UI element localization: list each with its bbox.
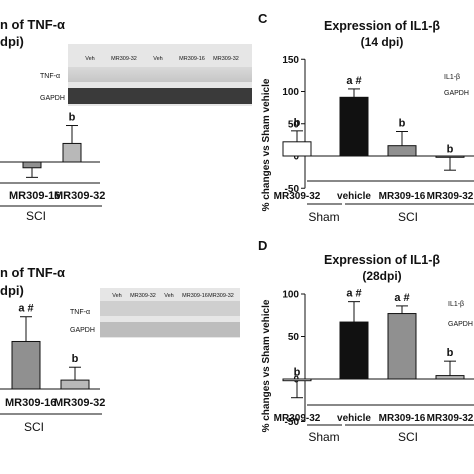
panel-d-bar-1	[282, 378, 312, 382]
panel-d-blot-label-gapdh: GAPDH	[448, 321, 473, 328]
panel-bottomleft-cat-label-2: MR309-32	[54, 397, 105, 409]
panel-bottomleft-title-line1: n of TNF-α	[0, 265, 65, 280]
panel-c-title-line1: Expression of IL1-β	[324, 19, 440, 33]
panel-c-ytick-label-4: 100	[282, 87, 299, 98]
blot-row-label-tnf: TNF-α	[70, 309, 90, 316]
blot-band-strip-tnf	[100, 301, 240, 316]
panel-c-blot-label-gapdh: GAPDH	[444, 90, 469, 97]
blot-lane-label-5: MR309-32	[213, 56, 239, 62]
panel-bottomleft-annotation-1: a #	[18, 303, 33, 315]
panel-c-bar-3	[387, 145, 417, 157]
panel-topleft-annotation-2: b	[69, 112, 76, 124]
panel-d-annotation-1: b	[294, 367, 301, 379]
panel-d-ylabel: % changes vs Sham vehicle	[261, 299, 272, 432]
panel-d-letter: D	[258, 238, 267, 253]
panel-c-category-label-1: MR309-32	[274, 191, 321, 202]
blot-row-label-gapdh: GAPDH	[40, 95, 65, 102]
blot-lane-label-4: MR309-16	[182, 293, 208, 299]
panel-c-ytick-label-5: 150	[282, 55, 299, 66]
blot-lane-label-5: MR309-32	[208, 293, 234, 299]
panel-d-category-label-2: vehicle	[337, 413, 371, 424]
panel-c-ytick-label-3: 50	[288, 119, 300, 130]
panel-c-group-label-sham: Sham	[308, 210, 339, 224]
panel-c-category-label-4: MR309-32	[427, 191, 474, 202]
panel-d-ytick-label-4: 100	[282, 290, 299, 301]
panel-bottomleft-bar-2	[60, 379, 90, 390]
panel-d-ytick-label-3: 50	[288, 332, 300, 343]
panel-topleft-title-line1: n of TNF-α	[0, 17, 65, 32]
panel-c-group-label-sci: SCI	[398, 210, 418, 224]
panel-bottomleft-blot: Veh MR309-32 Veh MR309-16 MR309-32 TNF-α GAP…	[70, 288, 240, 338]
panel-c: C Expression of IL1-β (14 dpi) % changes…	[258, 11, 474, 224]
panel-topleft-cat-label-2: MR309-32	[54, 190, 105, 202]
panel-d-group-label-sci: SCI	[398, 430, 418, 444]
panel-bottomleft-group-label: SCI	[24, 420, 44, 434]
blot-lane-label-4: MR309-16	[179, 56, 205, 62]
panel-d-category-label-4: MR309-32	[427, 413, 474, 424]
panel-d-blot-label-il1b: IL1-β	[448, 301, 464, 308]
panel-d-group-label-sham: Sham	[308, 430, 339, 444]
panel-d: D Expression of IL1-β (28dpi) % changes …	[258, 238, 474, 444]
blot-lane-label-2: MR309-32	[130, 293, 156, 299]
panel-c-category-label-3: MR309-16	[379, 191, 426, 202]
blot-lane-label-3: Veh	[164, 293, 173, 299]
panel-bottomleft-cat-label-1: MR309-16	[5, 397, 56, 409]
panel-c-bar-1	[282, 141, 312, 157]
panel-d-category-label-3: MR309-16	[379, 413, 426, 424]
blot-lane-label-1: Veh	[112, 293, 121, 299]
blot-band-strip-tnf	[68, 67, 252, 82]
blot-lane-label-1: Veh	[85, 56, 94, 62]
blot-row-label-gapdh: GAPDH	[70, 327, 95, 334]
panel-d-title-line2: (28dpi)	[362, 269, 401, 283]
panel-c-letter: C	[258, 11, 268, 26]
blot-row-label-tnf: TNF-α	[40, 73, 60, 80]
panel-c-annotation-1: b	[294, 117, 301, 129]
panel-topleft-group-label: SCI	[26, 209, 46, 223]
panel-d-bar-2	[339, 321, 369, 380]
panel-bottomleft: n of TNF-α dpi) Veh MR309-32 Veh MR309-16 MR…	[0, 265, 240, 434]
panel-c-bar-2	[339, 96, 369, 157]
panel-d-bar-4	[435, 375, 465, 380]
panel-topleft: n of TNF-α dpi) Veh MR309-32 Veh MR309-16 MR…	[0, 17, 252, 223]
panel-bottomleft-bar-1	[11, 340, 41, 390]
panel-c-ytick-label-2: 0	[293, 152, 299, 163]
panel-c-blot-label-il1b: IL1-β	[444, 74, 460, 81]
panel-c-title-line2: (14 dpi)	[361, 35, 404, 49]
panel-bottomleft-title-line2: dpi)	[0, 283, 24, 298]
panel-c-annotation-3: b	[399, 117, 406, 129]
panel-topleft-bar-1	[22, 161, 42, 169]
panel-d-annotation-3: a #	[394, 292, 409, 304]
panel-d-title-line1: Expression of IL1-β	[324, 253, 440, 267]
panel-topleft-blot: Veh MR309-32 Veh MR309-16 MR309-32 TNF-α GAP…	[40, 44, 252, 106]
panel-d-annotation-4: b	[447, 347, 454, 359]
panel-c-annotation-4: b	[447, 143, 454, 155]
panel-d-category-label-1: MR309-32	[274, 413, 321, 424]
panel-c-category-label-2: vehicle	[337, 191, 371, 202]
panel-bottomleft-annotation-2: b	[72, 353, 79, 365]
panel-c-ylabel: % changes vs Sham vehicle	[261, 78, 272, 211]
panel-d-annotation-2: a #	[346, 288, 361, 300]
panel-d-bar-3	[387, 313, 417, 380]
panel-c-annotation-2: a #	[346, 75, 361, 87]
panel-topleft-bar-2	[62, 142, 82, 163]
blot-band-strip-gapdh	[68, 88, 252, 104]
panel-topleft-title-line2: dpi)	[0, 34, 24, 49]
panel-d-ytick-label-1: -50	[285, 417, 300, 428]
blot-lane-label-2: MR309-32	[111, 56, 137, 62]
blot-band-strip-gapdh	[100, 322, 240, 337]
blot-lane-label-3: Veh	[153, 56, 162, 62]
panel-c-ytick-label-1: -50	[285, 184, 300, 195]
panel-topleft-cat-label-1: MR309-16	[9, 190, 60, 202]
